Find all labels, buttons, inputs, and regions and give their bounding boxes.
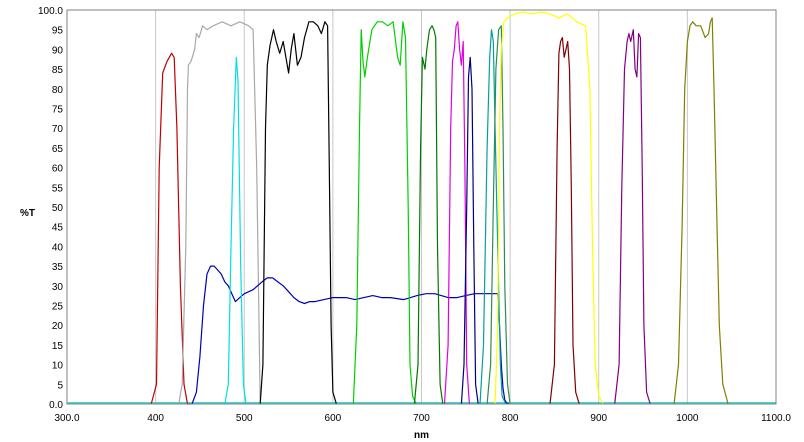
series-line-5: [224, 56, 247, 405]
x-tick-label: 400: [147, 413, 164, 424]
y-tick-label: 20: [52, 321, 64, 332]
series-line-9: [443, 21, 470, 405]
x-tick-label: 500: [236, 413, 253, 424]
series-line-4: [191, 265, 510, 405]
y-tick-label: 50: [52, 203, 64, 214]
series-line-8: [413, 25, 444, 405]
series-line-2: [150, 52, 192, 405]
x-tick-label: 300.0: [54, 413, 79, 424]
y-tick-labels: 0.0 5 10 15 20 25 30 35 40 45 50 55 60 65 70 75 80 85 90 95…: [38, 6, 63, 411]
series-line-11: [479, 29, 507, 405]
y-tick-label: 15: [52, 341, 64, 352]
y-tick-label: 100.0: [38, 6, 63, 17]
plot-frame: [66, 9, 777, 405]
x-tick-label: 800: [502, 413, 519, 424]
y-tick-label: 45: [52, 223, 64, 234]
y-tick-label: 0.0: [49, 400, 63, 411]
series-line-12: [486, 25, 511, 405]
series-line-14: [549, 36, 580, 405]
series-line-7: [352, 21, 417, 405]
x-tick-labels: 300.0 400 500 600 700 800 900 1000 1100.0: [54, 413, 791, 424]
series-line-6: [259, 21, 337, 405]
series-line-10: [460, 56, 479, 405]
y-tick-label: 30: [52, 282, 64, 293]
y-tick-label: 90: [52, 45, 64, 56]
x-axis-title: nm: [414, 430, 429, 441]
y-tick-label: 35: [52, 262, 64, 273]
y-tick-label: 60: [52, 164, 64, 175]
y-tick-label: 75: [52, 105, 64, 116]
series-line-15: [614, 29, 651, 405]
y-tick-label: 70: [52, 124, 64, 135]
y-tick-label: 5: [57, 380, 63, 391]
y-tick-label: 65: [52, 144, 64, 155]
series-line-16: [673, 17, 729, 405]
spectra-series-group: [67, 11, 776, 405]
x-tick-label: 1100.0: [761, 413, 791, 424]
y-tick-label: 95: [52, 26, 64, 37]
series-line-3: [178, 21, 261, 405]
series-line-13: [494, 11, 604, 405]
x-tick-label: 1000: [676, 413, 699, 424]
x-tick-label: 900: [590, 413, 607, 424]
y-tick-label: 10: [52, 361, 64, 372]
y-tick-label: 40: [52, 242, 64, 253]
y-tick-label: 55: [52, 183, 64, 194]
x-tick-label: 600: [325, 413, 342, 424]
y-tick-label: 80: [52, 85, 64, 96]
x-tick-label: 700: [413, 413, 430, 424]
y-tick-label: 25: [52, 302, 64, 313]
y-axis-title: %T: [20, 208, 35, 219]
y-tick-label: 85: [52, 65, 64, 76]
